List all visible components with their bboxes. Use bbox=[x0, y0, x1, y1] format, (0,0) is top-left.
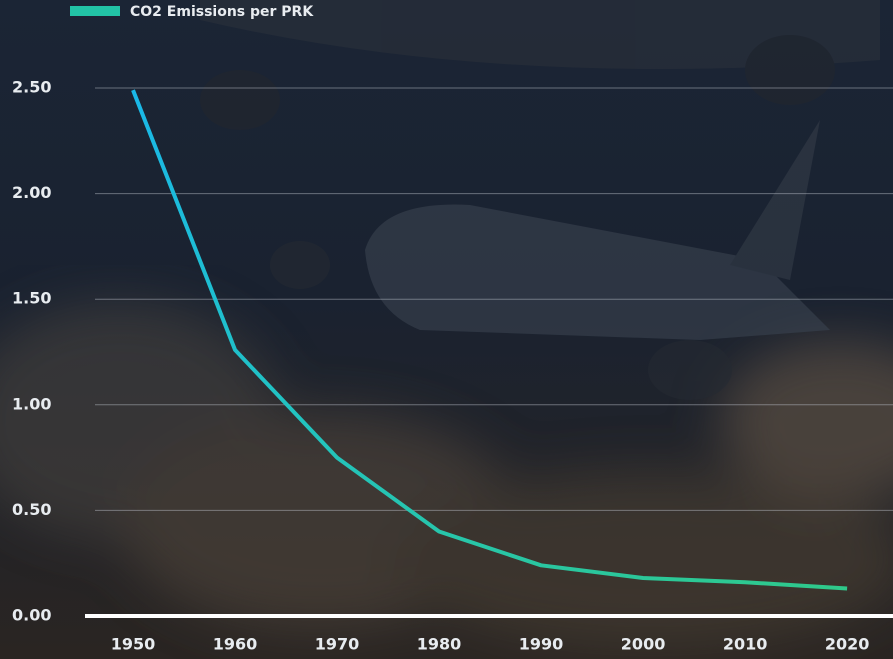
y-tick-label: 1.50 bbox=[12, 289, 51, 308]
legend-label: CO2 Emissions per PRK bbox=[130, 4, 314, 20]
legend-swatch bbox=[70, 6, 120, 16]
y-tick-label: 0.50 bbox=[12, 500, 51, 519]
x-tick-label: 2000 bbox=[621, 635, 666, 654]
clouds bbox=[0, 300, 893, 650]
y-tick-label: 0.00 bbox=[12, 606, 51, 625]
x-tick-label: 2010 bbox=[723, 635, 768, 654]
line bbox=[131, 89, 848, 591]
y-tick-label: 2.50 bbox=[12, 78, 51, 97]
x-tick-label: 1970 bbox=[315, 635, 360, 654]
y-tick-label: 1.00 bbox=[12, 394, 51, 413]
x-tick-label: 1990 bbox=[519, 635, 564, 654]
x-tick-label: 1960 bbox=[213, 635, 258, 654]
x-tick-label: 1950 bbox=[111, 635, 156, 654]
x-tick-label: 2020 bbox=[825, 635, 870, 654]
y-tick-label: 2.00 bbox=[12, 183, 51, 202]
x-tick-label: 1980 bbox=[417, 635, 462, 654]
airplanes bbox=[200, 0, 880, 400]
